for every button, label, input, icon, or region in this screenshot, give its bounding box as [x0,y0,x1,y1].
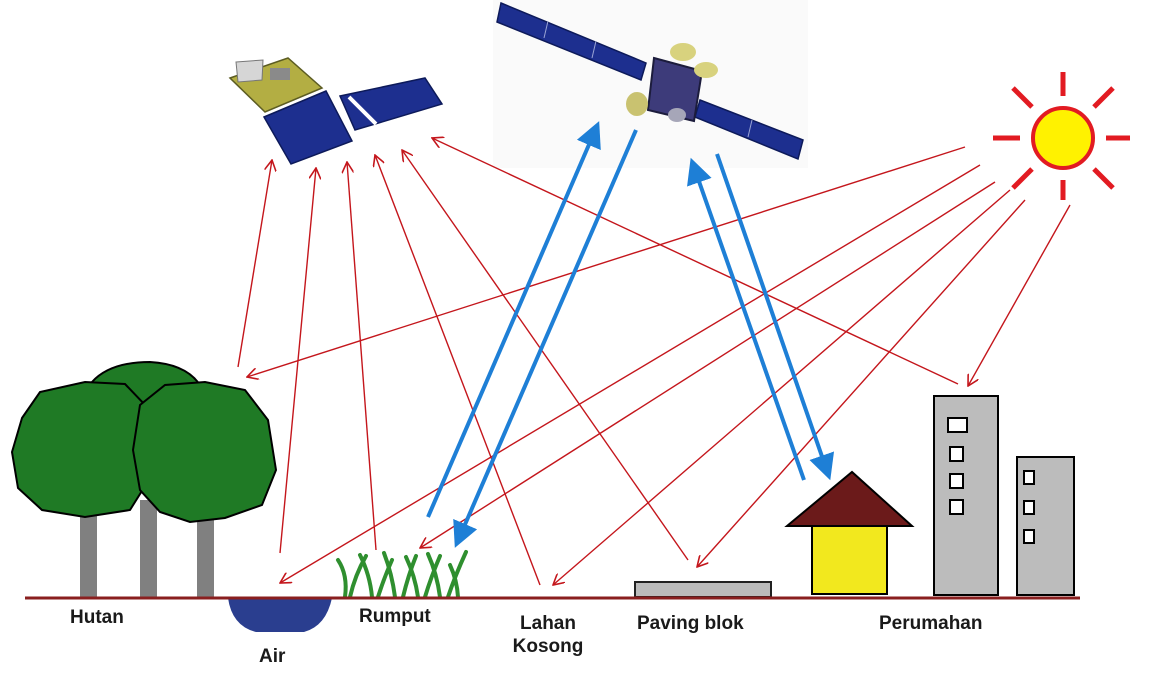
label-paving-blok: Paving blok [637,613,744,634]
radar-emit-ray [453,129,638,548]
label-rumput: Rumput [359,606,431,627]
reflected-ray [279,168,316,554]
reflected-rays [237,138,959,586]
active-satellite-icon [496,1,804,161]
building-icon [933,395,1075,596]
water-icon [228,598,332,632]
label-perumahan: Perumahan [879,613,983,634]
label-air: Air [259,646,286,667]
reflected-ray [237,160,272,368]
active-radar-rays [426,121,835,548]
incident-ray [968,204,1071,386]
grass-icon [336,550,468,599]
passive-satellite-icon [228,57,444,165]
reflected-ray [375,155,541,586]
incident-ray [280,164,981,583]
reflected-ray [432,138,959,385]
incident-ray [697,199,1026,567]
sun-icon [993,72,1130,200]
paving-block-icon [634,581,772,598]
incident-ray [247,146,966,377]
label-lahan-kosong: Lahan Kosong [512,613,584,657]
forest-icon [10,360,278,597]
incident-ray [420,181,996,548]
radar-emit-ray [715,153,835,481]
reflected-ray [347,162,377,551]
radar-return-ray [687,157,806,481]
house-icon [784,470,915,595]
label-hutan: Hutan [70,607,124,628]
incident-sun-rays [247,146,1071,585]
radar-return-ray [426,121,601,518]
reflected-ray [402,150,689,561]
incident-ray [553,189,1011,585]
